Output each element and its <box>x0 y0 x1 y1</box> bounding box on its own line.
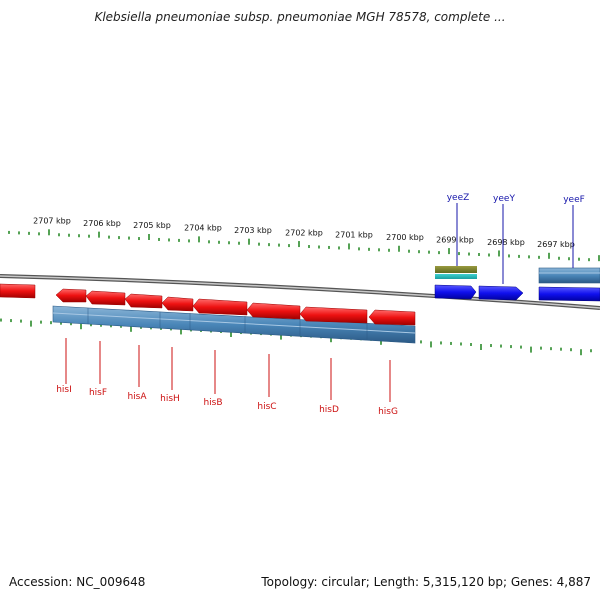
gene-label-hisB[interactable]: hisB <box>203 398 222 408</box>
gene-label-hisH[interactable]: hisH <box>160 394 180 404</box>
map-title: Klebsiella pneumoniae subsp. pneumoniae … <box>94 10 506 24</box>
scale-label: 2698 kbp <box>487 238 525 247</box>
gene-label-hisF[interactable]: hisF <box>89 388 107 398</box>
scale-label: 2705 kbp <box>133 221 171 230</box>
gene-label-hisI[interactable]: hisI <box>56 385 72 395</box>
accession-text: Accession: NC_009648 <box>9 575 146 589</box>
scale-label: 2701 kbp <box>335 231 373 240</box>
gene-arrow-left-edge <box>0 283 36 299</box>
gene-arrow-yeeF <box>538 286 600 302</box>
gene-labels-top: yeeZ yeeY yeeF <box>447 193 585 284</box>
gene-label-hisG[interactable]: hisG <box>378 407 398 417</box>
gene-arrow-hisF <box>85 290 126 306</box>
scale-label: 2697 kbp <box>537 240 575 249</box>
scale-label: 2706 kbp <box>83 219 121 228</box>
scale-label: 2707 kbp <box>33 216 71 225</box>
gene-arrow-hisG <box>368 309 416 326</box>
feature-yeeZ-olive <box>435 266 477 273</box>
scale-label: 2699 kbp <box>436 235 474 244</box>
gene-label-yeeZ[interactable]: yeeZ <box>447 193 470 203</box>
forward-genes[interactable] <box>434 266 600 302</box>
scale-ticks-top <box>8 229 600 262</box>
gene-arrow-hisB <box>192 298 248 316</box>
gene-arrow-hisH <box>161 296 194 312</box>
gene-arrow-hisA <box>124 293 163 309</box>
gene-arrow-yeeY <box>478 285 524 301</box>
topology-text: Topology: circular; Length: 5,315,120 bp… <box>261 575 591 589</box>
scale-labels: 2707 kbp 2706 kbp 2705 kbp 2704 kbp 2703 kbp… <box>33 216 575 249</box>
gene-label-yeeF[interactable]: yeeF <box>563 195 585 205</box>
scale-label: 2704 kbp <box>184 224 222 233</box>
gene-labels-bottom: hisI hisF hisA hisH hisB hisC hisD hisG <box>56 338 398 417</box>
cds-band[interactable] <box>52 305 416 344</box>
feature-yeeZ-teal <box>435 274 477 279</box>
scale-label: 2703 kbp <box>234 226 272 235</box>
gene-label-yeeY[interactable]: yeeY <box>493 194 515 204</box>
gene-label-hisA[interactable]: hisA <box>127 392 147 402</box>
gene-arrow-hisD <box>299 306 368 324</box>
gene-arrow-hisC <box>246 302 301 320</box>
gene-label-hisD[interactable]: hisD <box>319 405 339 415</box>
gene-label-hisC[interactable]: hisC <box>257 402 276 412</box>
cds-band-right[interactable] <box>538 267 600 284</box>
scale-label: 2700 kbp <box>386 233 424 242</box>
gene-arrow-yeeZ <box>434 284 477 300</box>
gene-arrow-hisI <box>55 288 87 303</box>
reverse-genes[interactable] <box>0 283 416 326</box>
scale-label: 2702 kbp <box>285 228 323 237</box>
